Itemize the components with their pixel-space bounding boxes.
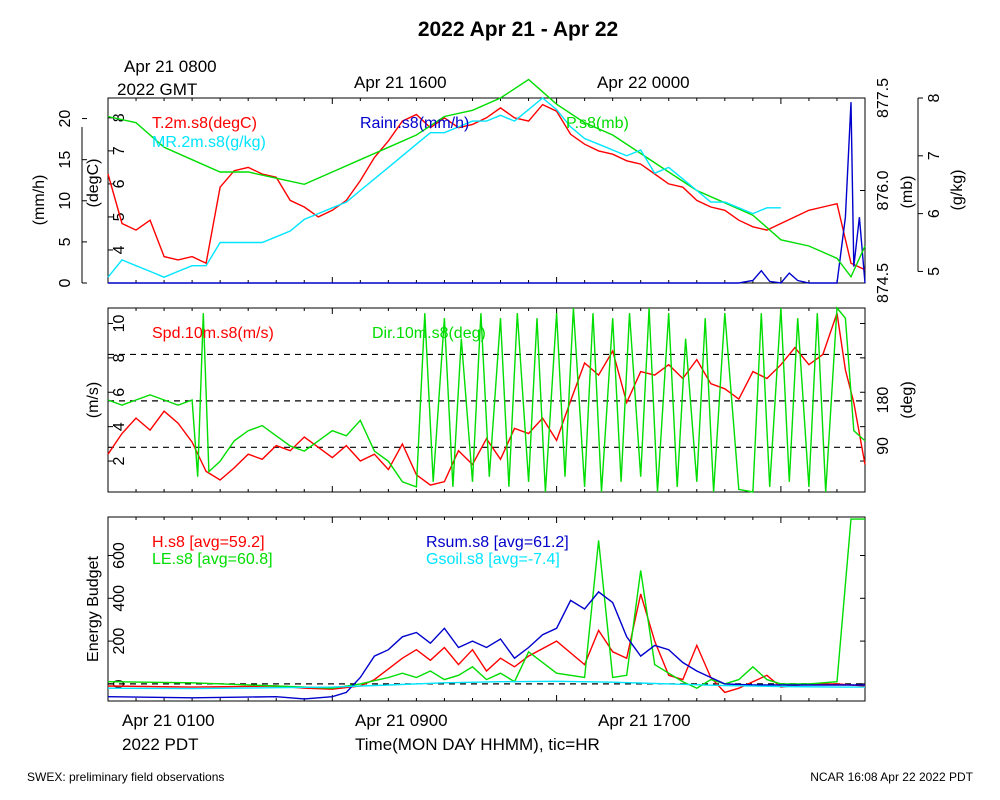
y-tick-label-rain: 15 [57,151,74,169]
y-tick-label-pressure: 876.0 [875,170,892,210]
bottom-axis-label-3: Apr 21 1700 [598,711,691,730]
rain-axis-label: (mm/h) [31,175,48,226]
legend-h-s8-avg-59-2: H.s8 [avg=59.2] [152,534,265,551]
y-tick-label-speed: 8 [111,353,128,362]
legend-t-2m-s8-degc: T.2m.s8(degC) [152,115,257,132]
series-line-dir-10m-s8-deg [107,306,866,493]
dir-axis-label: (deg) [899,381,916,418]
series-line-rainr-s8-mm-h [108,102,866,284]
y-tick-label-temp: 6 [111,179,128,188]
series-line-spd-10m-s8-m-s [107,312,866,486]
legend-p-s8-mb: P.s8(mb) [566,115,629,132]
top-axis-label-1: Apr 21 0800 [124,57,217,76]
series-line-h-s8-avg-59-2 [107,593,866,694]
footer-right: NCAR 16:08 Apr 22 2022 PDT [810,770,973,784]
figure-title: 2022 Apr 21 - Apr 22 [418,18,618,41]
bottom-axis-label-2: Apr 21 0900 [355,711,448,730]
series-line-gsoil-s8-avg-7-4 [107,680,865,690]
y-tick-label-temp: 7 [111,146,128,155]
y-tick-label-rain: 10 [57,192,74,210]
top-axis-sub-label: 2022 GMT [117,80,197,99]
series-line-le-s8-avg-60-8 [107,518,865,689]
legend-gsoil-s8-avg-7-4: Gsoil.s8 [avg=-7.4] [426,551,560,568]
y-tick-label-mixing: 6 [926,209,943,218]
bottom-axis-label-1: Apr 21 0100 [122,711,215,730]
legend-spd-10m-s8-m-s: Spd.10m.s8(m/s) [152,325,274,342]
y-tick-label-energy: 200 [111,628,128,655]
y-tick-label-speed: 10 [111,314,128,332]
y-tick-label-mixing: 5 [926,267,943,276]
speed-axis-label: (m/s) [85,382,102,418]
energy-axis-label: Energy Budget [85,556,102,662]
series-line-mr-2m-s8-g-kg [107,97,781,278]
y-tick-label-dir: 90 [875,437,892,455]
panel-wind: 2 4 6 8 10 (m/s) 90 180 (deg) Spd.10m.s8(m/s) Dir.… [85,306,916,493]
bottom-axis-sub-label: 2022 PDT [122,735,199,754]
plot-frame [107,516,866,702]
pressure-axis-label: (mb) [899,176,916,209]
legend-mr-2m-s8-g-kg: MR.2m.s8(g/kg) [152,134,266,151]
x-axis-title: Time(MON DAY HHMM), tic=HR [355,735,600,754]
footer-left: SWEX: preliminary field observations [27,770,224,784]
y-tick-label-dir: 180 [875,387,892,414]
y-tick-label-energy: 600 [111,542,128,569]
panel-meteorology: 0 5 10 15 20 (mm/h) 4 5 6 7 8 (degC) 874.5 876.0 877.5… [31,78,966,303]
y-tick-label-rain: 0 [57,278,74,287]
y-tick-label-rain: 5 [57,237,74,246]
legend-rainr-s8-mm-h: Rainr.s8(mm/h) [360,115,469,132]
top-axis-label-3: Apr 22 0000 [597,73,690,92]
y-tick-label-mixing: 7 [926,151,943,160]
y-tick-label-temp: 4 [111,245,128,254]
mixing-axis-label: (g/kg) [949,170,966,211]
series-line-p-s8-mb [107,78,866,279]
y-tick-label-speed: 6 [111,388,128,397]
y-tick-label-mixing: 8 [926,93,943,102]
top-axis-label-2: Apr 21 1600 [354,73,447,92]
y-tick-label-energy: 400 [111,585,128,612]
legend-le-s8-avg-60-8: LE.s8 [avg=60.8] [152,551,273,568]
legend-rsum-s8-avg-61-2: Rsum.s8 [avg=61.2] [426,534,569,551]
y-tick-label-temp: 8 [111,113,128,122]
y-tick-label-rain: 20 [57,110,74,128]
y-tick-label-speed: 2 [111,456,128,465]
legend-dir-10m-s8-deg: Dir.10m.s8(deg) [372,325,486,342]
series-line-rsum-s8-avg-61-2 [107,590,865,700]
y-tick-label-pressure: 877.5 [875,78,892,118]
y-tick-label-pressure: 874.5 [875,263,892,303]
series-line-t-2m-s8-degc [107,103,866,271]
y-tick-label-speed: 4 [111,422,128,431]
temp-axis-label: (degC) [85,159,102,208]
